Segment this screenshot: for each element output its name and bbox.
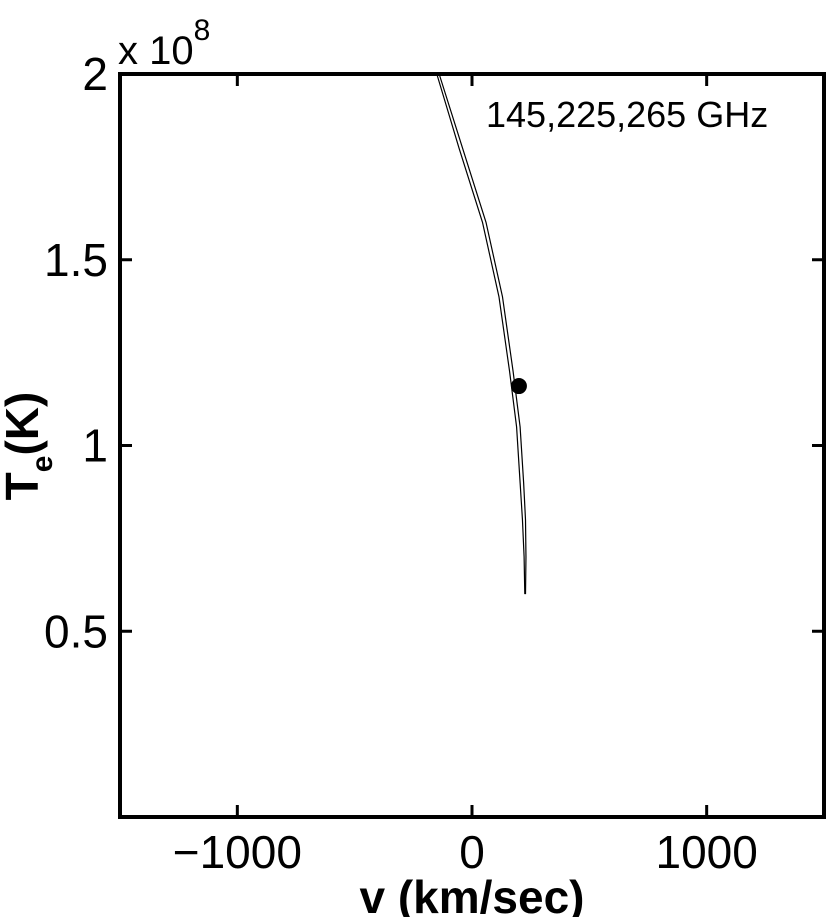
y-axis-label-unit: (K) bbox=[0, 392, 48, 456]
series-line-2 bbox=[436, 73, 526, 595]
series-group bbox=[436, 73, 527, 595]
y-axis-multiplier-base: x 10 bbox=[118, 29, 194, 73]
y-axis-multiplier-exponent: 8 bbox=[194, 14, 211, 47]
y-axis-label-main: T bbox=[0, 472, 48, 500]
y-tick-label: 1 bbox=[82, 420, 108, 472]
frequency-annotation: 145,225,265 GHz bbox=[486, 94, 768, 135]
x-tick-label: 1000 bbox=[655, 826, 757, 878]
axes-frame bbox=[118, 72, 826, 819]
x-tick-label: 0 bbox=[459, 826, 485, 878]
data-point bbox=[510, 378, 527, 395]
series-line-1 bbox=[438, 73, 527, 595]
y-tick-label: 1.5 bbox=[44, 234, 108, 286]
y-axis-multiplier: x 108 bbox=[118, 14, 210, 73]
x-axis-ticks: −1000 0 1000 bbox=[173, 74, 758, 878]
y-axis-ticks: 0.5 1 1.5 2 bbox=[44, 48, 824, 657]
y-tick-label: 0.5 bbox=[44, 605, 108, 657]
x-tick-label: −1000 bbox=[173, 826, 302, 878]
y-tick-label: 2 bbox=[82, 48, 108, 100]
y-axis-label: Te(K) bbox=[0, 392, 59, 501]
y-axis-label-sub: e bbox=[26, 456, 59, 473]
x-axis-label: v (km/sec) bbox=[359, 871, 584, 917]
